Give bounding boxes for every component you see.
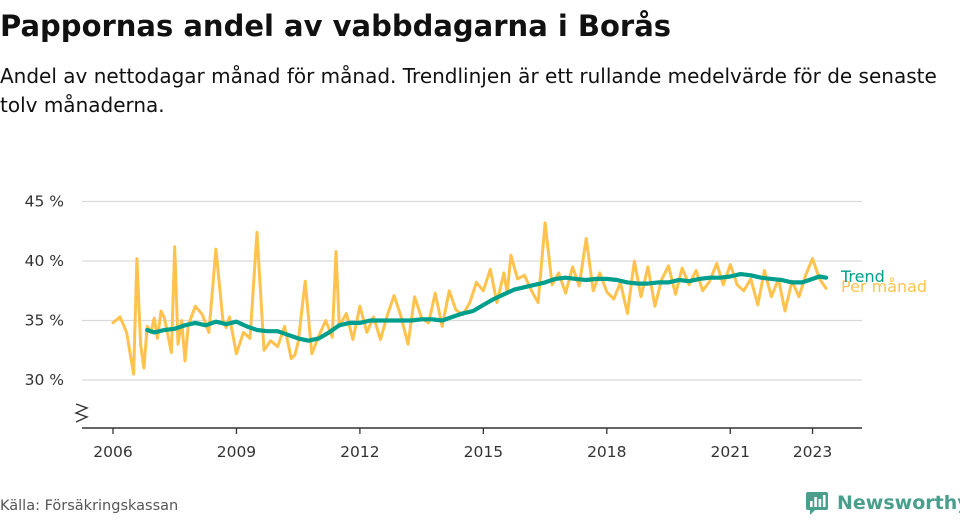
chart-title: Pappornas andel av vabbdagarna i Borås: [0, 9, 672, 43]
x-tick-label: 2023: [793, 443, 832, 461]
gridlines: [82, 200, 862, 381]
chart-subtitle: Andel av nettodagar månad för månad. Tre…: [0, 64, 937, 117]
x-tick-label: 2012: [340, 443, 379, 461]
series-label-per-manad: Per månad: [841, 277, 927, 296]
newsworthy-logo-icon: [806, 492, 828, 515]
series-line-per-manad: [111, 221, 828, 376]
series-lines: [111, 221, 829, 376]
axes: 30 % 35 % 40 % 45 % 2006 2009 2012 2015 2018 2021…: [25, 193, 862, 461]
series-label-trend: Trend: [840, 267, 885, 286]
source-note: Källa: Försäkringskassan: [0, 498, 179, 514]
x-tick-label: 2009: [217, 443, 256, 461]
y-tick-label: 30 %: [25, 371, 64, 389]
brand-logo: Newsworthy: [805, 490, 960, 516]
y-tick-label: 45 %: [25, 193, 64, 211]
y-axis-break-icon: [74, 403, 89, 423]
x-tick-label: 2021: [711, 443, 750, 461]
x-tick-label: 2015: [464, 443, 503, 461]
series-line-trend: [145, 272, 829, 343]
x-tick-label: 2018: [587, 443, 626, 461]
y-tick-label: 40 %: [25, 252, 64, 270]
y-tick-label: 35 %: [25, 312, 64, 330]
x-tick-label: 2006: [93, 443, 132, 461]
brand-name: Newsworthy: [837, 492, 960, 514]
